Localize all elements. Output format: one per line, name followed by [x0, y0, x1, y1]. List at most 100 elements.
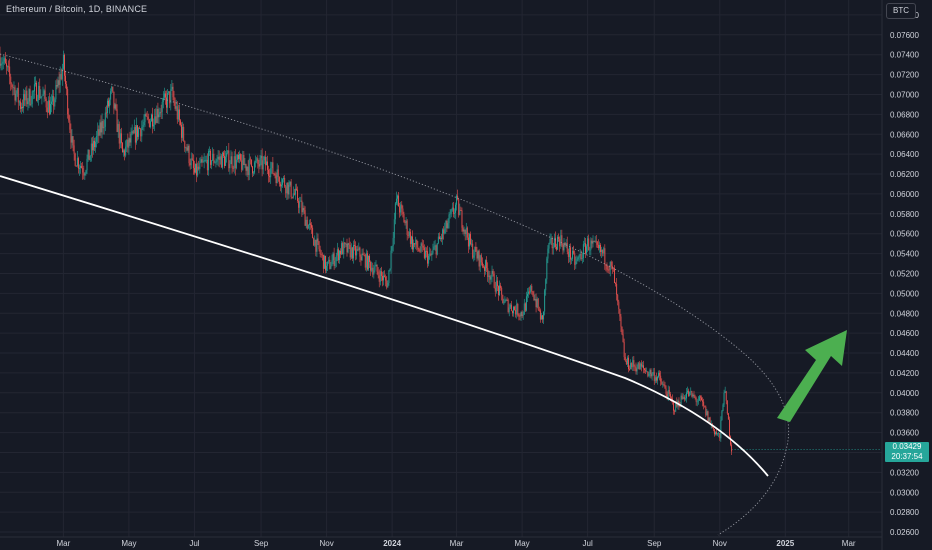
- candle-body: [181, 124, 183, 138]
- candle-body: [378, 275, 380, 282]
- candle-body: [188, 145, 190, 164]
- candle-body: [382, 275, 383, 281]
- lower-support-trendline[interactable]: [0, 175, 769, 477]
- candle-body: [501, 287, 503, 295]
- candle-body: [373, 270, 375, 275]
- candle-body: [654, 377, 656, 382]
- candle-body: [271, 162, 273, 169]
- candle-body: [574, 253, 576, 265]
- candle-body: [604, 248, 606, 265]
- candle-body: [455, 204, 456, 213]
- candle-body: [273, 173, 275, 175]
- candle-body: [129, 138, 131, 143]
- candle-body: [596, 241, 598, 245]
- candle-body: [540, 315, 542, 320]
- candle-body: [330, 266, 332, 269]
- candle-body: [376, 264, 378, 272]
- candle-body: [11, 83, 13, 88]
- candle-body: [313, 238, 315, 246]
- candle-body: [90, 143, 92, 156]
- candle-body: [377, 271, 379, 276]
- candle-body: [147, 116, 149, 120]
- candle-body: [108, 100, 109, 107]
- candle-body: [419, 251, 421, 252]
- candle-body: [41, 95, 43, 97]
- candle-body: [413, 243, 415, 250]
- candle-body: [699, 396, 701, 398]
- candle-body: [417, 247, 419, 250]
- candle-body: [708, 417, 710, 422]
- x-tick-label: Sep: [647, 539, 662, 548]
- candle-body: [336, 249, 338, 256]
- candle-body: [293, 193, 295, 195]
- candle-body: [562, 244, 564, 251]
- y-tick-label: 0.06600: [890, 130, 919, 139]
- candle-body: [531, 285, 533, 292]
- candle-body: [684, 398, 686, 400]
- candle-body: [98, 129, 100, 136]
- candle-body: [327, 261, 329, 266]
- candle-body: [631, 363, 633, 368]
- candle-body: [522, 314, 524, 317]
- candle-body: [645, 370, 647, 372]
- candle-body: [207, 151, 209, 171]
- candle-body: [128, 138, 130, 148]
- candle-body: [559, 239, 561, 247]
- candle-body: [131, 131, 133, 134]
- candle-body: [650, 369, 652, 377]
- candle-body: [226, 152, 228, 157]
- candle-body: [389, 268, 391, 271]
- candle-body: [132, 131, 134, 134]
- candle-body: [491, 270, 493, 277]
- candle-body: [593, 241, 595, 243]
- candle-body: [360, 256, 362, 261]
- candle-body: [731, 444, 733, 452]
- candle-body: [435, 245, 437, 255]
- candle-body: [567, 251, 569, 258]
- candle-body: [577, 257, 579, 260]
- candle-body: [440, 237, 441, 240]
- candle-body: [478, 250, 480, 267]
- candle-body: [70, 129, 72, 143]
- candle-body: [239, 154, 241, 160]
- candle-body: [624, 357, 626, 361]
- candle-body: [461, 210, 463, 228]
- candle-body: [217, 156, 219, 160]
- candle-body: [187, 145, 189, 151]
- candle-body: [124, 150, 126, 156]
- candle-body: [305, 219, 307, 226]
- candle-body: [668, 390, 670, 394]
- x-tick-label: Sep: [254, 539, 269, 548]
- candle-body: [341, 243, 343, 255]
- candle-body: [394, 203, 396, 220]
- candle-body: [572, 250, 574, 259]
- candle-body: [632, 360, 634, 368]
- candle-body: [112, 86, 114, 92]
- candle-body: [681, 395, 683, 400]
- candle-body: [197, 166, 199, 176]
- candle-body: [544, 290, 546, 312]
- candle-body: [607, 269, 609, 271]
- upper-arc-trendline[interactable]: [0, 53, 790, 536]
- candle-body: [95, 141, 97, 148]
- candle-body: [434, 245, 436, 247]
- candle-body: [653, 372, 655, 382]
- candle-body: [447, 223, 449, 229]
- candle-body: [229, 164, 231, 169]
- candle-body: [302, 208, 304, 213]
- candle-body: [27, 101, 29, 104]
- candle-body: [502, 294, 504, 304]
- candle-body: [546, 258, 548, 280]
- candle-body: [109, 99, 111, 107]
- candle-body: [688, 390, 690, 396]
- candle-body: [566, 242, 568, 252]
- candle-body: [539, 310, 541, 320]
- currency-button[interactable]: BTC: [886, 3, 916, 19]
- candle-body: [74, 153, 76, 166]
- candle-body: [298, 200, 300, 208]
- time-axis[interactable]: Mar May Jul Sep Nov 2024 Mar May Jul Sep Nov 2025 Ma…: [56, 539, 855, 548]
- candle-body: [438, 236, 440, 240]
- candle-body: [33, 84, 35, 92]
- candle-body: [292, 193, 294, 198]
